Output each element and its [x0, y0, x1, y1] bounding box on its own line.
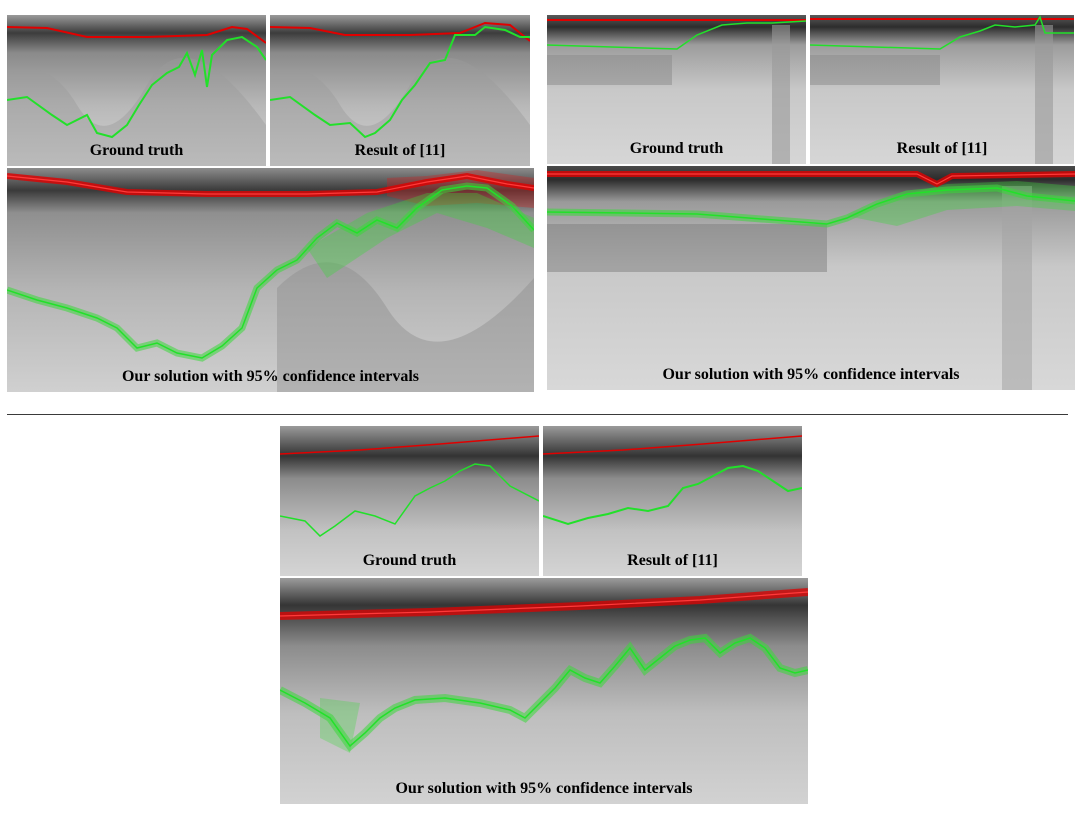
caption-ours: Our solution with 95% confidence interva… [662, 366, 960, 383]
echogram-ours-2: Our solution with 95% confidence interva… [547, 166, 1075, 390]
bottom-line [810, 15, 1074, 50]
echogram-ours-1: Our solution with 95% confidence interva… [7, 168, 534, 392]
surface-line [280, 591, 808, 617]
caption-ground-truth: Ground truth [629, 140, 724, 157]
caption-ground-truth: Ground truth [362, 552, 457, 569]
echogram-ours-3: Our solution with 95% confidence interva… [280, 578, 808, 804]
echogram-result-ref-3: Result of [11] [543, 426, 802, 576]
echogram-ground-truth-3: Ground truth [280, 426, 539, 576]
surface-line [270, 21, 530, 42]
surface-line [280, 435, 539, 455]
bottom-line [280, 463, 539, 537]
bottom-line [270, 25, 530, 139]
echogram-ground-truth-2: Ground truth [547, 15, 806, 164]
surface-line [543, 435, 802, 455]
echogram-image [7, 15, 266, 166]
echogram-image [270, 15, 530, 166]
echogram-result-ref-2: Result of [11] [810, 15, 1074, 164]
echogram-image [810, 15, 1074, 164]
bottom-line [547, 20, 806, 50]
bottom-line [280, 637, 808, 748]
divider-line [7, 414, 1068, 415]
echogram-image [7, 168, 534, 392]
echogram-image [280, 426, 539, 576]
echogram-result-ref-1: Result of [11] [270, 15, 530, 166]
echogram-image [543, 426, 802, 576]
caption-result-ref: Result of [11] [627, 552, 718, 569]
echogram-image [547, 166, 1075, 390]
surface-line [7, 175, 534, 195]
echogram-image [280, 578, 808, 804]
echogram-ground-truth-1: Ground truth [7, 15, 266, 166]
bottom-line [7, 185, 534, 359]
bottom-line [547, 187, 1075, 225]
bottom-line [543, 464, 802, 526]
bottom-line [7, 35, 266, 139]
caption-ours: Our solution with 95% confidence interva… [121, 368, 420, 385]
surface-line [7, 25, 266, 44]
surface-line [547, 173, 1075, 185]
echogram-image [547, 15, 806, 164]
caption-result-ref: Result of [11] [896, 140, 988, 157]
caption-result-ref: Result of [11] [354, 142, 446, 159]
caption-ground-truth: Ground truth [89, 142, 184, 159]
caption-ours: Our solution with 95% confidence interva… [395, 780, 693, 797]
